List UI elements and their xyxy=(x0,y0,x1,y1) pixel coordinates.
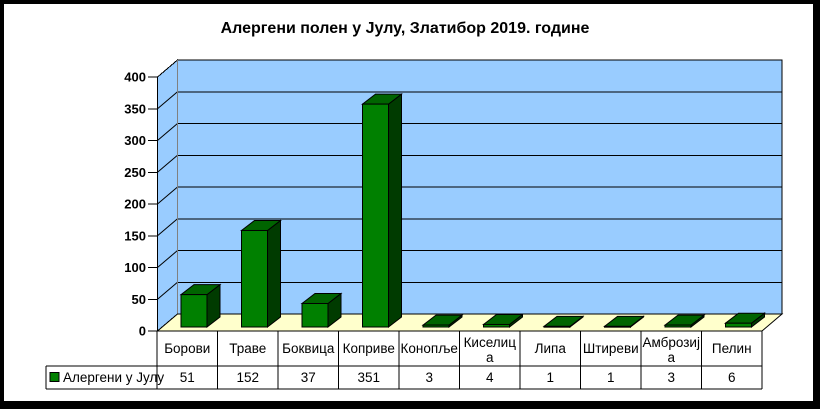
gridline-slant-250 xyxy=(157,154,178,173)
value-cell-6: 1 xyxy=(546,370,554,385)
bar-6-front-face xyxy=(543,325,571,328)
category-label-9: Пелин xyxy=(712,341,752,356)
bar-0-front-face xyxy=(180,294,208,328)
value-cell-4: 3 xyxy=(425,370,433,385)
gridline-slant-200 xyxy=(157,186,178,205)
category-cell-7: Штиреви xyxy=(583,341,639,356)
y-tick-label-300: 300 xyxy=(124,133,146,148)
y-tick-label-100: 100 xyxy=(124,260,146,275)
bar-6 xyxy=(542,315,585,329)
y-tick-label-400: 400 xyxy=(124,70,146,85)
bar-9 xyxy=(724,312,766,329)
category-label-1: Траве xyxy=(229,341,266,356)
bar-2 xyxy=(300,292,343,329)
bar-5 xyxy=(482,313,524,329)
bar-4 xyxy=(421,314,464,329)
bar-1-front-face xyxy=(241,229,268,328)
bar-3-side-face xyxy=(388,93,402,329)
gridline-slant-300 xyxy=(157,123,178,141)
data-table: Борови 51 Траве 152 Боквица 37 Коприве 351 Коноп… xyxy=(45,330,763,390)
bar-2-front-face xyxy=(301,303,329,328)
category-label-5-line-1: а xyxy=(486,350,494,365)
bar-0 xyxy=(179,283,222,329)
category-label-3: Коприве xyxy=(343,341,395,356)
category-cell-4: Конопље xyxy=(401,341,458,356)
y-tick-label-150: 150 xyxy=(124,228,146,243)
category-label-7: Штиреви xyxy=(583,341,639,356)
gridline-slant-150 xyxy=(157,218,178,237)
legend-label: Алергени у Јулу xyxy=(63,370,164,385)
bar-3 xyxy=(361,93,403,329)
category-cell-1: Траве xyxy=(229,341,266,356)
bar-1-side-face xyxy=(267,219,281,329)
value-cell-7: 1 xyxy=(607,370,615,385)
bar-8-front-face xyxy=(664,324,692,328)
y-axis: 0 50 100 150 200 250 300 350 400 xyxy=(124,70,158,339)
category-label-0: Борови xyxy=(164,341,210,356)
category-label-8-line-0: Амброзиј xyxy=(643,335,700,350)
value-cell-0: 51 xyxy=(180,370,195,385)
category-cell-6: Липа xyxy=(535,341,567,356)
category-label-2: Боквица xyxy=(282,341,335,356)
bar-7-front-face xyxy=(604,325,631,328)
y-tick-label-0: 0 xyxy=(139,324,146,339)
value-cell-2: 37 xyxy=(301,370,316,385)
value-cell-8: 3 xyxy=(667,370,675,385)
gridline-slant-100 xyxy=(157,250,178,268)
y-tick-label-200: 200 xyxy=(124,197,146,212)
value-cell-1: 152 xyxy=(236,370,259,385)
value-cell-3: 351 xyxy=(357,370,380,385)
y-tick-label-50: 50 xyxy=(132,292,146,307)
bar-5-front-face xyxy=(483,323,510,328)
category-cell-0: Борови xyxy=(164,341,210,356)
category-cell-3: Коприве xyxy=(343,341,395,356)
bar-series xyxy=(179,93,766,329)
value-cell-5: 4 xyxy=(486,370,494,385)
gridline-slant-350 xyxy=(157,91,178,110)
bar-3-front-face xyxy=(362,103,389,328)
category-label-8-line-1: а xyxy=(667,350,675,365)
y-tick-label-350: 350 xyxy=(124,101,146,116)
bar-4-front-face xyxy=(422,324,450,328)
value-cell-9: 6 xyxy=(728,370,736,385)
bar-1 xyxy=(240,219,282,329)
category-label-5-line-0: Киселиц xyxy=(464,335,517,350)
legend: Алергени у Јулу xyxy=(49,370,164,385)
category-label-6: Липа xyxy=(535,341,567,356)
category-label-4: Конопље xyxy=(401,341,458,356)
category-cell-2: Боквица xyxy=(282,341,335,356)
bar-9-front-face xyxy=(725,322,752,328)
category-cell-9: Пелин xyxy=(712,341,752,356)
legend-marker xyxy=(49,372,60,382)
gridline-slant-50 xyxy=(157,281,178,300)
chart-title: Алергени полен у Јулу, Златибор 2019. го… xyxy=(221,20,590,37)
bar-8 xyxy=(663,314,706,329)
bar-7 xyxy=(603,315,645,329)
y-tick-label-250: 250 xyxy=(124,165,146,180)
